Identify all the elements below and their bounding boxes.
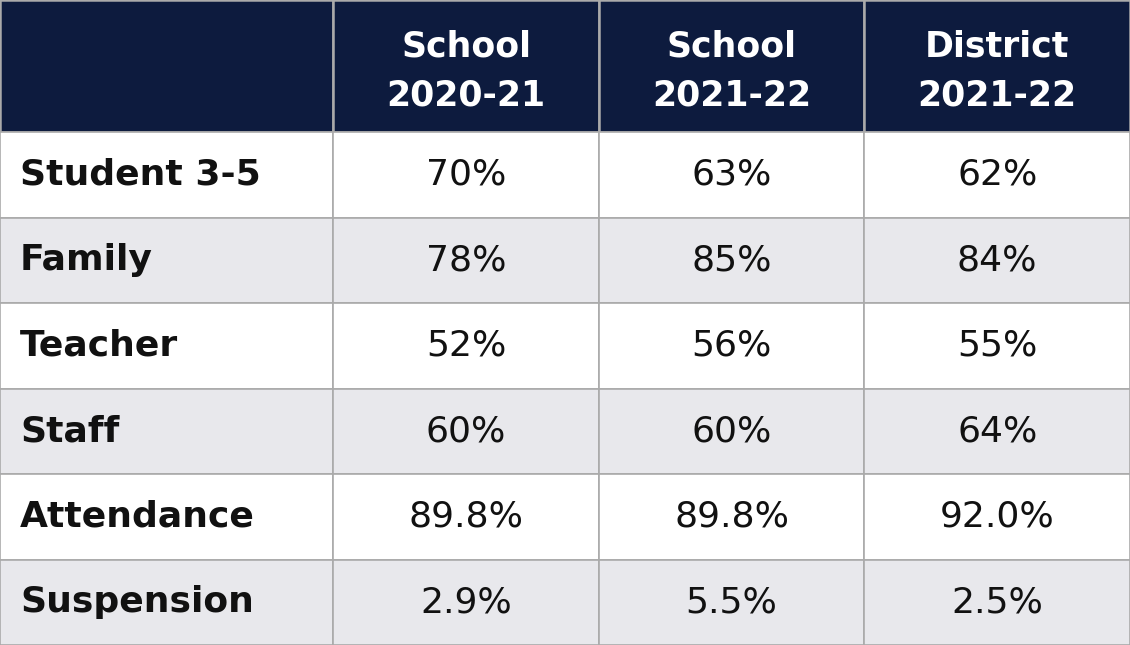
Bar bbox=[864, 559, 1130, 645]
Bar bbox=[333, 559, 599, 645]
Bar bbox=[0, 0, 333, 132]
Text: School: School bbox=[401, 29, 531, 63]
Text: 70%: 70% bbox=[426, 158, 506, 192]
Bar bbox=[599, 303, 864, 388]
Bar bbox=[0, 132, 333, 217]
Text: 84%: 84% bbox=[957, 243, 1037, 277]
Bar bbox=[333, 474, 599, 560]
Text: 62%: 62% bbox=[957, 158, 1037, 192]
Bar bbox=[333, 0, 599, 132]
Bar bbox=[0, 388, 333, 474]
Bar bbox=[0, 217, 333, 303]
Bar bbox=[599, 388, 864, 474]
Bar bbox=[333, 132, 599, 217]
Text: 56%: 56% bbox=[692, 329, 772, 363]
Bar bbox=[0, 559, 333, 645]
Text: 64%: 64% bbox=[957, 414, 1037, 448]
Text: 89.8%: 89.8% bbox=[675, 500, 789, 534]
Text: 63%: 63% bbox=[692, 158, 772, 192]
Bar bbox=[864, 0, 1130, 132]
Text: School: School bbox=[667, 29, 797, 63]
Text: 85%: 85% bbox=[692, 243, 772, 277]
Bar bbox=[333, 217, 599, 303]
Text: 52%: 52% bbox=[426, 329, 506, 363]
Bar bbox=[864, 474, 1130, 560]
Bar bbox=[864, 388, 1130, 474]
Text: District: District bbox=[925, 29, 1069, 63]
Text: 2.9%: 2.9% bbox=[420, 585, 512, 619]
Text: Suspension: Suspension bbox=[20, 585, 254, 619]
Text: 2020-21: 2020-21 bbox=[386, 78, 546, 112]
Text: Family: Family bbox=[20, 243, 153, 277]
Text: 92.0%: 92.0% bbox=[940, 500, 1054, 534]
Text: 55%: 55% bbox=[957, 329, 1037, 363]
Bar bbox=[864, 217, 1130, 303]
Text: 2021-22: 2021-22 bbox=[652, 78, 811, 112]
Bar bbox=[599, 474, 864, 560]
Text: Teacher: Teacher bbox=[20, 329, 179, 363]
Text: 89.8%: 89.8% bbox=[409, 500, 523, 534]
Bar bbox=[864, 132, 1130, 217]
Text: Student 3-5: Student 3-5 bbox=[20, 158, 261, 192]
Bar bbox=[599, 559, 864, 645]
Bar bbox=[333, 388, 599, 474]
Text: 2.5%: 2.5% bbox=[951, 585, 1043, 619]
Bar bbox=[864, 303, 1130, 388]
Text: 2021-22: 2021-22 bbox=[918, 78, 1077, 112]
Bar bbox=[599, 132, 864, 217]
Bar bbox=[0, 303, 333, 388]
Bar bbox=[599, 0, 864, 132]
Text: 60%: 60% bbox=[426, 414, 506, 448]
Text: 60%: 60% bbox=[692, 414, 772, 448]
Text: 5.5%: 5.5% bbox=[686, 585, 777, 619]
Bar bbox=[599, 217, 864, 303]
Text: 78%: 78% bbox=[426, 243, 506, 277]
Text: Attendance: Attendance bbox=[20, 500, 255, 534]
Text: Staff: Staff bbox=[20, 414, 120, 448]
Bar bbox=[0, 474, 333, 560]
Bar bbox=[333, 303, 599, 388]
